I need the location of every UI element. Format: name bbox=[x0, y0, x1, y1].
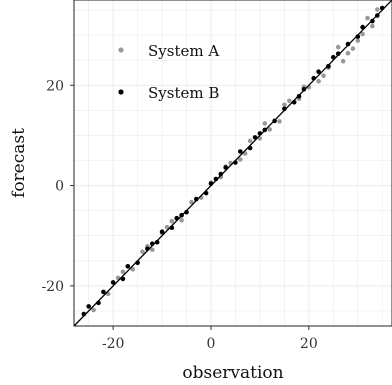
y-axis-label: forecast bbox=[9, 128, 29, 198]
x-tick-label: -20 bbox=[102, 336, 125, 352]
point-system-b bbox=[101, 289, 106, 295]
point-system-a bbox=[375, 7, 380, 12]
point-system-a bbox=[238, 157, 243, 162]
point-system-b bbox=[86, 304, 91, 309]
point-system-b bbox=[301, 87, 307, 92]
point-system-a bbox=[345, 50, 351, 56]
axis-ticks: -20 0 20 -20 0 20 bbox=[41, 78, 317, 352]
point-system-b bbox=[370, 18, 375, 24]
legend-marker-system-b bbox=[118, 89, 124, 95]
point-system-a bbox=[130, 267, 135, 272]
point-system-b bbox=[125, 264, 131, 269]
legend-label-system-a: System A bbox=[148, 42, 219, 60]
point-system-b bbox=[316, 69, 321, 74]
point-system-b bbox=[110, 280, 116, 285]
point-system-a bbox=[140, 249, 145, 255]
point-system-a bbox=[287, 98, 292, 104]
point-system-a bbox=[350, 46, 356, 51]
point-system-b bbox=[326, 63, 331, 69]
point-system-a bbox=[355, 38, 361, 43]
point-system-a bbox=[247, 138, 253, 144]
x-tick-label: 20 bbox=[300, 336, 318, 352]
point-system-a bbox=[335, 44, 341, 50]
scatter-points bbox=[81, 5, 385, 317]
point-system-b bbox=[159, 229, 165, 234]
point-system-b bbox=[345, 41, 351, 47]
point-system-a bbox=[277, 119, 282, 124]
legend: System A System B bbox=[118, 42, 219, 102]
point-system-a bbox=[91, 307, 96, 313]
point-system-b bbox=[238, 149, 243, 154]
point-system-a bbox=[150, 247, 155, 253]
y-tick-label: -20 bbox=[41, 279, 64, 295]
point-system-a bbox=[267, 127, 273, 132]
point-system-b bbox=[296, 94, 302, 99]
point-system-a bbox=[189, 199, 194, 205]
point-system-a bbox=[179, 217, 184, 223]
legend-label-system-b: System B bbox=[148, 84, 219, 102]
grid bbox=[74, 0, 392, 326]
x-axis-label: observation bbox=[182, 363, 283, 383]
point-system-a bbox=[365, 15, 370, 21]
point-system-a bbox=[360, 31, 365, 37]
point-system-a bbox=[316, 78, 321, 84]
y-tick-label: 20 bbox=[46, 78, 64, 94]
plot-border bbox=[73, 0, 392, 327]
point-system-a bbox=[340, 58, 346, 64]
identity-line bbox=[73, 0, 392, 327]
point-system-a bbox=[321, 73, 326, 78]
point-system-a bbox=[282, 102, 287, 108]
point-system-a bbox=[169, 218, 175, 224]
x-tick-label: 0 bbox=[207, 336, 216, 352]
point-system-a bbox=[262, 121, 268, 126]
point-system-a bbox=[120, 269, 126, 275]
point-system-a bbox=[164, 224, 170, 230]
point-system-a bbox=[370, 23, 375, 29]
y-tick-label: 0 bbox=[55, 179, 64, 195]
legend-marker-system-a bbox=[118, 47, 124, 53]
